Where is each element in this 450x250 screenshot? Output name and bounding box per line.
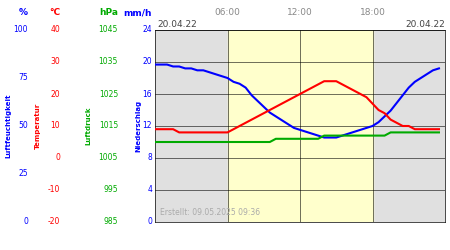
Text: 1045: 1045	[99, 26, 118, 35]
Text: Luftdruck: Luftdruck	[85, 107, 91, 145]
Text: 12: 12	[143, 122, 152, 130]
Text: 24: 24	[142, 26, 152, 35]
Text: Erstellt: 09.05.2025 09:36: Erstellt: 09.05.2025 09:36	[160, 208, 260, 217]
Text: 1035: 1035	[99, 58, 118, 66]
Text: 25: 25	[18, 170, 28, 178]
Text: %: %	[19, 8, 28, 17]
Text: 1005: 1005	[99, 154, 118, 162]
Text: 12:00: 12:00	[287, 8, 313, 17]
Text: 0: 0	[147, 218, 152, 226]
Text: -20: -20	[48, 218, 60, 226]
Text: 8: 8	[147, 154, 152, 162]
Text: Temperatur: Temperatur	[35, 103, 41, 149]
Text: 0: 0	[55, 154, 60, 162]
Bar	[228, 30, 373, 222]
Text: Luftfeuchtigkeit: Luftfeuchtigkeit	[5, 94, 11, 158]
Text: 1015: 1015	[99, 122, 118, 130]
Text: 985: 985	[104, 218, 118, 226]
Text: 50: 50	[18, 122, 28, 130]
Text: 10: 10	[50, 122, 60, 130]
Text: 20: 20	[142, 58, 152, 66]
Text: 995: 995	[104, 186, 118, 194]
Text: 4: 4	[147, 186, 152, 194]
Text: 1025: 1025	[99, 90, 118, 98]
Text: 20.04.22: 20.04.22	[157, 20, 197, 29]
Text: Niederschlag: Niederschlag	[135, 100, 141, 152]
Text: 40: 40	[50, 26, 60, 35]
Text: 100: 100	[14, 26, 28, 35]
Text: 18:00: 18:00	[360, 8, 386, 17]
Text: hPa: hPa	[99, 8, 118, 17]
Text: mm/h: mm/h	[123, 8, 152, 17]
Text: 0: 0	[23, 218, 28, 226]
Text: °C: °C	[49, 8, 60, 17]
Text: 06:00: 06:00	[215, 8, 240, 17]
Text: 20.04.22: 20.04.22	[405, 20, 445, 29]
Text: 30: 30	[50, 58, 60, 66]
Text: 75: 75	[18, 74, 28, 82]
Text: -10: -10	[48, 186, 60, 194]
Text: 20: 20	[50, 90, 60, 98]
Text: 16: 16	[142, 90, 152, 98]
